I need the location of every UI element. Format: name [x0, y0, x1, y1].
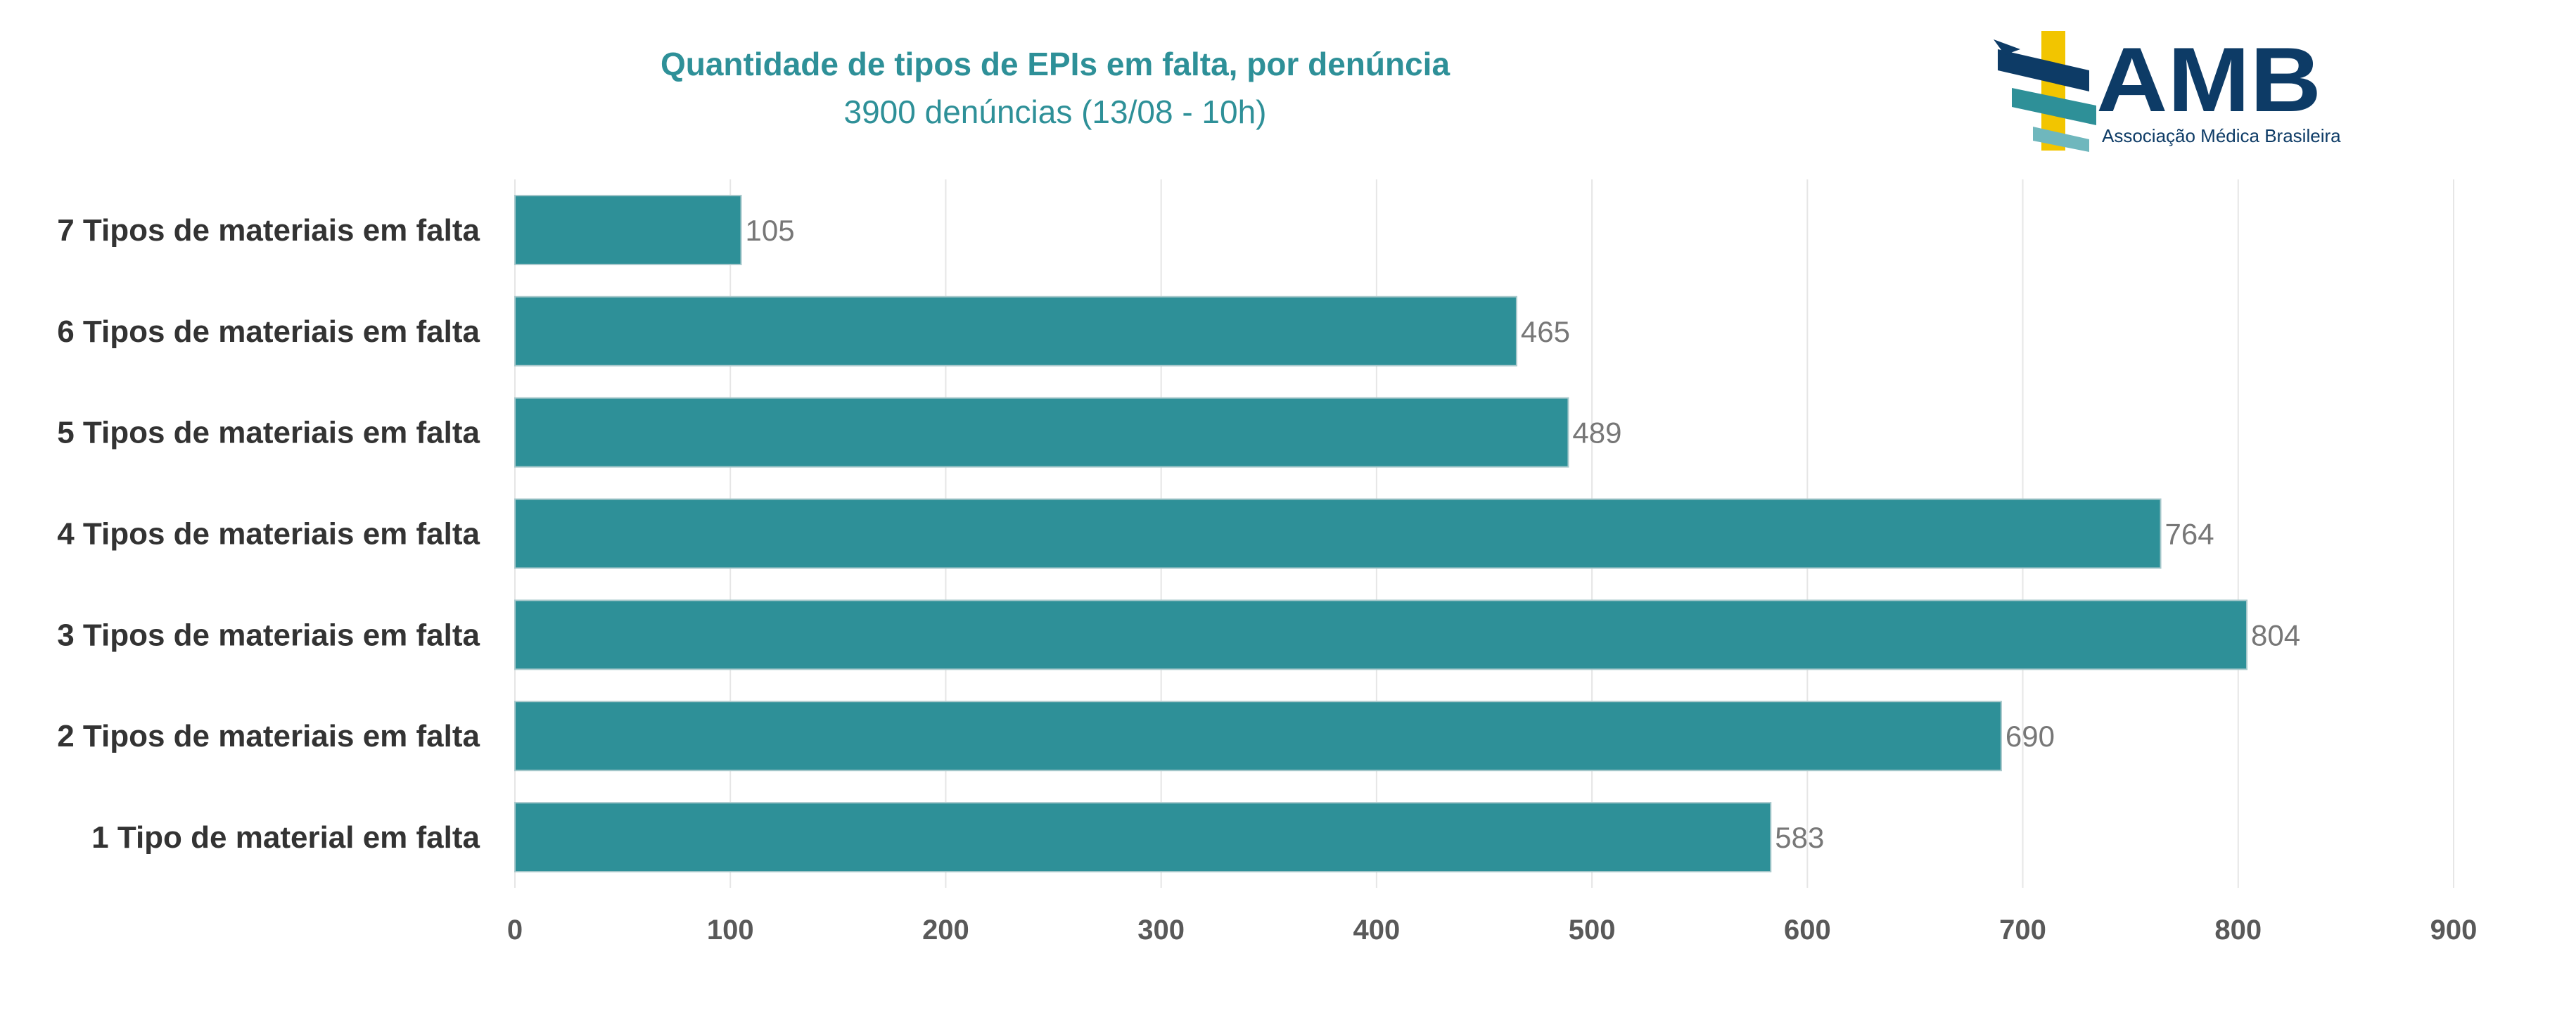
- chart-title: Quantidade de tipos de EPIs em falta, po…: [660, 46, 1450, 82]
- bars: [514, 194, 2248, 873]
- bar: [514, 701, 2002, 772]
- logo-tagline: Associação Médica Brasileira: [2102, 125, 2341, 146]
- amb-logo: AMB Associação Médica Brasileira: [1994, 28, 2341, 152]
- category-label: 3 Tipos de materiais em falta: [57, 618, 480, 652]
- x-tick-label: 500: [1569, 915, 1616, 946]
- category-label: 2 Tipos de materiais em falta: [57, 719, 480, 753]
- x-tick-label: 800: [2214, 915, 2262, 946]
- bar: [514, 397, 1569, 468]
- category-label: 5 Tipos de materiais em falta: [57, 416, 480, 450]
- data-label: 465: [1521, 315, 1570, 348]
- x-tick-label: 600: [1784, 915, 1831, 946]
- caduceus-icon: [1994, 31, 2096, 152]
- category-label: 7 Tipos de materiais em falta: [57, 213, 480, 248]
- x-axis-ticks: 0 100 200 300 400 500 600 700 800 900: [507, 915, 2478, 946]
- x-tick-label: 400: [1353, 915, 1401, 946]
- category-label: 1 Tipo de material em falta: [91, 820, 480, 855]
- data-label: 764: [2165, 518, 2214, 551]
- chart-subtitle: 3900 denúncias (13/08 - 10h): [843, 94, 1267, 130]
- bar: [514, 194, 742, 265]
- data-label: 804: [2251, 618, 2300, 651]
- data-label: 583: [1775, 821, 1824, 854]
- bar: [514, 599, 2248, 670]
- bar: [514, 802, 1772, 873]
- data-label: 489: [1572, 416, 1621, 450]
- data-labels: 105 465 489 764 804 690 583: [746, 214, 2301, 854]
- x-tick-label: 900: [2430, 915, 2478, 946]
- bar: [514, 498, 2162, 569]
- data-label: 690: [2006, 720, 2055, 753]
- category-labels: 7 Tipos de materiais em falta 6 Tipos de …: [57, 213, 480, 855]
- x-tick-label: 200: [922, 915, 969, 946]
- category-label: 4 Tipos de materiais em falta: [57, 517, 480, 552]
- logo-text: AMB: [2096, 28, 2321, 131]
- x-tick-label: 100: [707, 915, 754, 946]
- x-tick-label: 0: [507, 915, 523, 946]
- x-tick-label: 300: [1137, 915, 1185, 946]
- bar: [514, 295, 1517, 367]
- category-label: 6 Tipos de materiais em falta: [57, 314, 480, 349]
- x-tick-label: 700: [1999, 915, 2046, 946]
- data-label: 105: [746, 214, 795, 247]
